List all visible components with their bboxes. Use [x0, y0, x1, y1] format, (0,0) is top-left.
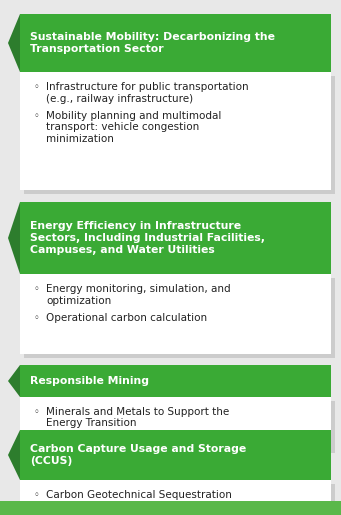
Text: Mobility planning and multimodal: Mobility planning and multimodal — [46, 111, 221, 121]
Text: Energy Efficiency in Infrastructure
Sectors, Including Industrial Facilities,
Ca: Energy Efficiency in Infrastructure Sect… — [30, 220, 265, 255]
Text: ◦: ◦ — [34, 111, 40, 121]
Text: Carbon Capture Usage and Storage
(CCUS): Carbon Capture Usage and Storage (CCUS) — [30, 444, 246, 466]
FancyBboxPatch shape — [24, 76, 335, 194]
Text: minimization: minimization — [46, 134, 114, 144]
Text: Energy monitoring, simulation, and: Energy monitoring, simulation, and — [46, 284, 231, 294]
Text: ◦: ◦ — [34, 490, 40, 500]
Text: Carbon Geotechnical Sequestration: Carbon Geotechnical Sequestration — [46, 490, 232, 500]
FancyBboxPatch shape — [20, 397, 331, 449]
Text: Responsible Mining: Responsible Mining — [30, 376, 149, 386]
Polygon shape — [8, 365, 20, 397]
Text: Sustainable Mobility: Decarbonizing the
Transportation Sector: Sustainable Mobility: Decarbonizing the … — [30, 32, 275, 54]
Text: Energy Transition: Energy Transition — [46, 419, 136, 428]
FancyBboxPatch shape — [20, 202, 331, 274]
FancyBboxPatch shape — [20, 480, 331, 515]
Text: ◦: ◦ — [34, 284, 40, 294]
FancyBboxPatch shape — [20, 274, 331, 354]
FancyBboxPatch shape — [20, 430, 331, 480]
FancyBboxPatch shape — [20, 72, 331, 190]
Polygon shape — [8, 14, 20, 72]
Text: transport: vehicle congestion: transport: vehicle congestion — [46, 123, 199, 132]
FancyBboxPatch shape — [20, 365, 331, 397]
Text: Infrastructure for public transportation: Infrastructure for public transportation — [46, 82, 249, 92]
Polygon shape — [8, 430, 20, 480]
Polygon shape — [8, 202, 20, 274]
FancyBboxPatch shape — [24, 278, 335, 358]
FancyBboxPatch shape — [20, 14, 331, 72]
Text: ◦: ◦ — [34, 82, 40, 92]
FancyBboxPatch shape — [24, 484, 335, 515]
Text: optimization: optimization — [46, 296, 111, 305]
Text: ◦: ◦ — [34, 407, 40, 417]
FancyBboxPatch shape — [24, 401, 335, 453]
FancyBboxPatch shape — [0, 501, 341, 515]
Text: ◦: ◦ — [34, 313, 40, 323]
Text: (e.g., railway infrastructure): (e.g., railway infrastructure) — [46, 94, 193, 104]
Text: Operational carbon calculation: Operational carbon calculation — [46, 313, 207, 323]
Text: Minerals and Metals to Support the: Minerals and Metals to Support the — [46, 407, 229, 417]
